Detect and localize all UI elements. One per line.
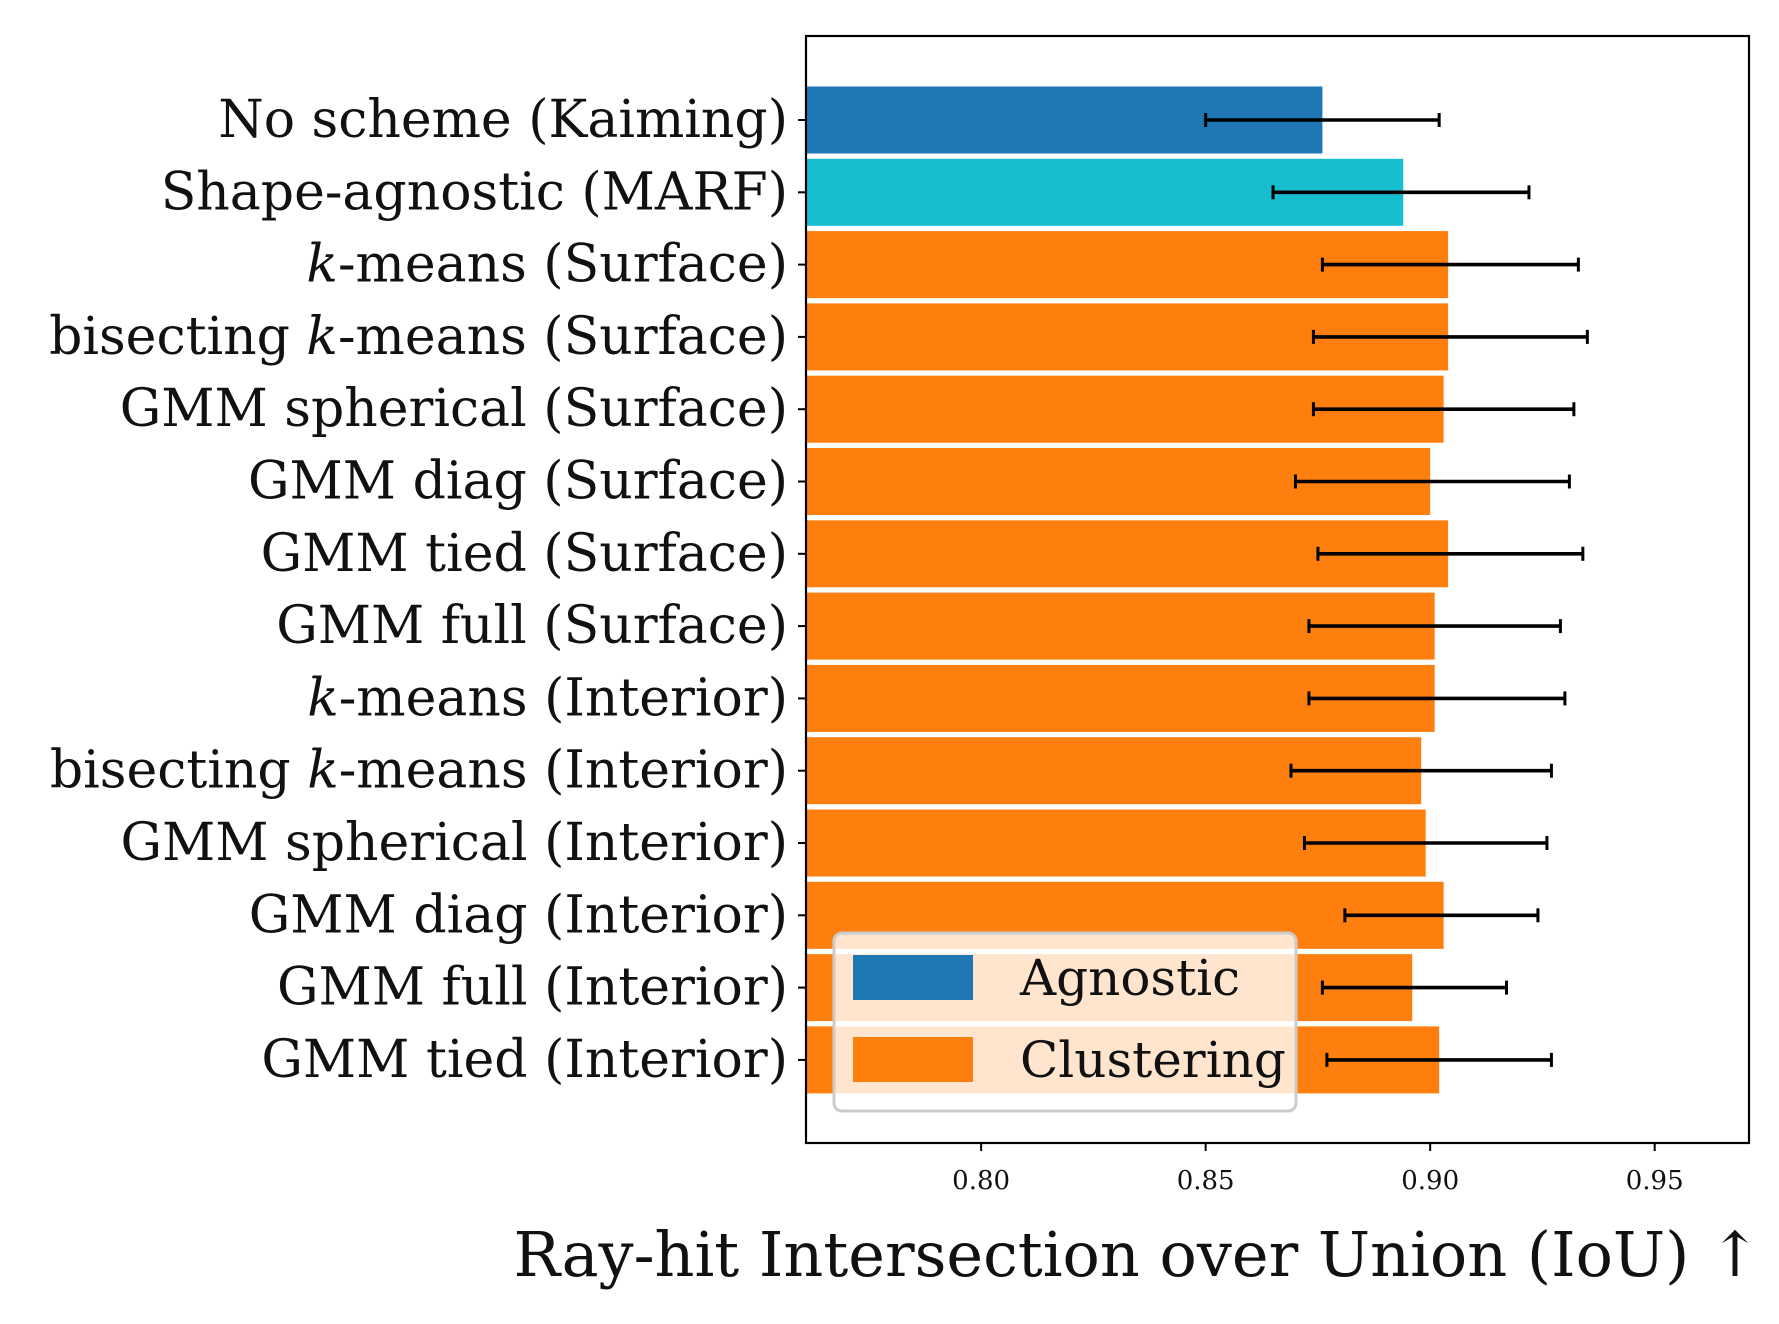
category-label-text: GMM diag (Interior) <box>249 885 788 945</box>
x-tick-label: 0.95 <box>1626 1166 1684 1196</box>
category-label-italic: k <box>307 668 339 728</box>
error-bars-group <box>1204 113 1589 1067</box>
category-label-italic: k <box>307 741 339 801</box>
legend-swatch <box>853 1037 973 1082</box>
category-label: bisecting k-means (Surface) <box>49 307 788 367</box>
category-label: k-means (Interior) <box>307 668 788 728</box>
category-label-text: -means (Interior) <box>339 741 788 801</box>
error-bar <box>1302 836 1549 850</box>
error-bar <box>1320 980 1509 995</box>
category-label-text: GMM spherical (Surface) <box>120 379 788 439</box>
error-bar <box>1343 908 1540 923</box>
category-label-text: GMM diag (Surface) <box>248 452 788 512</box>
category-label-italic: k <box>306 307 338 367</box>
category-label: GMM full (Surface) <box>276 596 788 656</box>
legend-swatch <box>853 955 973 1000</box>
legend-label: Clustering <box>1020 1031 1286 1089</box>
error-bar <box>1289 763 1553 778</box>
x-tick-label: 0.80 <box>952 1166 1010 1196</box>
x-axis-ticks: 0.80 0.85 0.90 0.95 <box>952 1143 1684 1196</box>
category-label-text: bisecting <box>49 307 306 367</box>
category-label-text: -means (Surface) <box>338 307 788 367</box>
error-bar <box>1320 257 1580 272</box>
category-label: GMM spherical (Interior) <box>121 813 789 873</box>
x-axis-title: Ray-hit Intersection over Union (IoU) ↑ <box>513 1218 1761 1291</box>
category-label-text: -means (Interior) <box>339 668 788 728</box>
category-label-text: Shape-agnostic (MARF) <box>161 162 788 222</box>
category-label: Shape-agnostic (MARF) <box>161 162 788 222</box>
error-bar <box>1316 546 1585 561</box>
category-label: bisecting k-means (Interior) <box>50 741 788 801</box>
x-tick-label: 0.85 <box>1177 1166 1235 1196</box>
category-label-text: No scheme (Kaiming) <box>218 90 788 150</box>
category-label-text: GMM spherical (Interior) <box>121 813 789 873</box>
error-bar <box>1307 691 1567 706</box>
category-label-text: GMM tied (Interior) <box>261 1030 788 1090</box>
error-bar <box>1311 402 1576 417</box>
category-label-text: GMM tied (Surface) <box>261 524 788 584</box>
x-tick-label: 0.90 <box>1401 1166 1459 1196</box>
category-label: GMM diag (Surface) <box>248 452 788 512</box>
category-label: GMM tied (Interior) <box>261 1030 788 1090</box>
category-label: k-means (Surface) <box>306 235 788 295</box>
legend: Agnostic Clustering <box>832 931 1298 1113</box>
category-label-text: GMM full (Interior) <box>277 958 788 1018</box>
category-label-text: GMM full (Surface) <box>276 596 788 656</box>
category-label: GMM tied (Surface) <box>261 524 788 584</box>
category-label-text: -means (Surface) <box>338 235 788 295</box>
error-bar <box>1311 329 1589 344</box>
category-label: No scheme (Kaiming) <box>218 90 788 150</box>
error-bar <box>1307 619 1562 634</box>
error-bar <box>1271 185 1531 200</box>
plot-frame <box>804 34 1751 1145</box>
category-label: GMM full (Interior) <box>277 958 788 1018</box>
category-label-italic: k <box>306 235 338 295</box>
category-label: GMM spherical (Surface) <box>120 379 788 439</box>
error-bar <box>1293 474 1571 489</box>
error-bar <box>1204 113 1441 127</box>
legend-label: Agnostic <box>1019 949 1240 1007</box>
category-labels: No scheme (Kaiming) Shape-agnostic (MARF)… <box>49 90 806 1090</box>
error-bar <box>1325 1052 1553 1067</box>
category-label: GMM diag (Interior) <box>249 885 788 945</box>
category-label-text: bisecting <box>50 741 307 801</box>
